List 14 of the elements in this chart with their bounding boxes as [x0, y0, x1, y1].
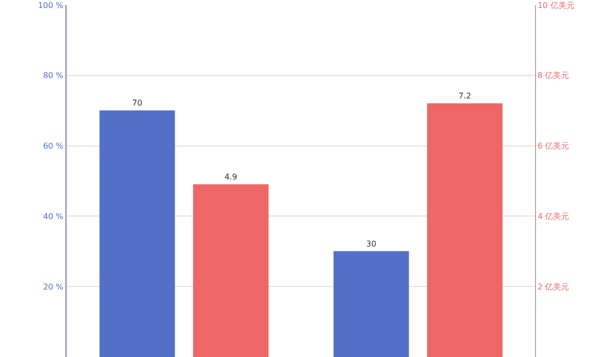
y-tick-label: 60 %: [43, 142, 64, 151]
y2-tick-label: 4 亿美元: [538, 212, 570, 221]
y-tick-label: 40 %: [43, 212, 64, 221]
y-tick-label: 100 %: [38, 0, 64, 10]
y2-tick-label: 8 亿美元: [538, 71, 570, 80]
y-tick-label: 20 %: [43, 282, 64, 292]
y2-tick-label: 10 亿美元: [538, 0, 574, 10]
data-label: 70: [132, 98, 142, 108]
data-label: 30: [366, 239, 376, 248]
y2-tick-label: 6 亿美元: [538, 142, 570, 151]
data-label: 7.2: [458, 92, 472, 101]
y2-tick-label: 2 亿美元: [538, 282, 570, 292]
data-label: 4.9: [224, 172, 238, 182]
y-tick-label: 80 %: [43, 71, 64, 80]
